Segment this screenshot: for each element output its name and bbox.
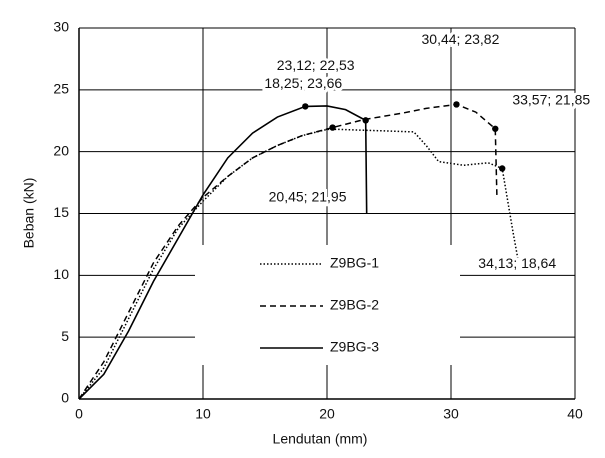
annotation: 18,25; 23,66 xyxy=(264,75,342,91)
legend-box xyxy=(195,245,460,365)
annotation-point xyxy=(302,103,309,110)
data-line xyxy=(78,105,368,400)
annotation-point xyxy=(329,124,336,131)
legend-label: Z9BG-3 xyxy=(330,339,379,355)
annotation: 20,45; 21,95 xyxy=(269,188,347,204)
legend-label: Z9BG-1 xyxy=(330,255,379,271)
legend-label: Z9BG-2 xyxy=(330,297,379,313)
annotation-point xyxy=(362,117,369,124)
y-axis-label: Beban (kN) xyxy=(21,178,37,249)
annotation: 34,13; 18,64 xyxy=(478,255,556,271)
annotation: 30,44; 23,82 xyxy=(422,31,500,47)
x-tick-label: 20 xyxy=(319,406,335,422)
y-tick-label: 10 xyxy=(53,266,69,282)
annotation: 23,12; 22,53 xyxy=(277,57,355,73)
annotation-point xyxy=(499,165,506,172)
data-line xyxy=(78,103,498,400)
y-tick-label: 25 xyxy=(53,81,69,97)
y-tick-label: 15 xyxy=(53,204,69,220)
annotation-point xyxy=(492,125,499,132)
x-tick-label: 0 xyxy=(75,406,83,422)
x-axis-label: Lendutan (mm) xyxy=(273,431,368,447)
x-tick-label: 10 xyxy=(195,406,211,422)
y-tick-label: 5 xyxy=(61,328,69,344)
annotation-point xyxy=(453,101,460,108)
y-tick-label: 0 xyxy=(61,390,69,406)
x-tick-label: 40 xyxy=(567,406,583,422)
annotation: 33,57; 21,85 xyxy=(512,91,590,107)
y-tick-label: 30 xyxy=(53,19,69,35)
y-tick-label: 20 xyxy=(53,142,69,158)
x-tick-label: 30 xyxy=(443,406,459,422)
